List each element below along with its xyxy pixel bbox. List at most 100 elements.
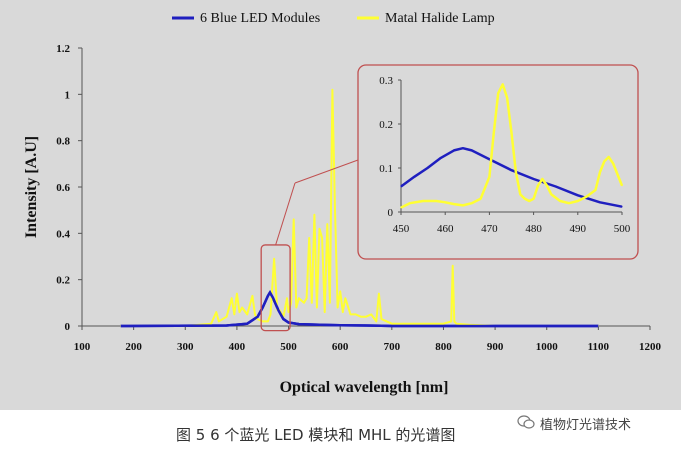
data-point: [329, 302, 331, 304]
inset-data-point: [409, 202, 411, 204]
inset-data-point: [413, 176, 415, 178]
inset-data-point: [621, 206, 623, 208]
data-point: [455, 323, 457, 325]
data-point: [290, 302, 292, 304]
inset-data-point: [603, 160, 605, 162]
data-point: [215, 311, 217, 313]
data-point: [267, 320, 269, 322]
data-point: [365, 316, 367, 318]
inset-y-tick-label: 0.2: [379, 119, 393, 131]
inset-data-point: [555, 185, 557, 188]
x-tick-label: 700: [384, 341, 401, 353]
inset-data-point: [471, 202, 473, 204]
inset-data-point: [608, 156, 610, 158]
data-point: [442, 323, 445, 325]
data-point: [238, 311, 241, 313]
inset-x-tick-label: 480: [525, 223, 542, 235]
data-point: [339, 290, 341, 292]
inset-data-point: [453, 149, 455, 151]
inset-data-point: [506, 97, 508, 99]
inset-data-point: [462, 147, 464, 149]
inset-data-point: [435, 200, 437, 202]
inset-data-point: [488, 158, 490, 160]
data-point: [225, 316, 228, 318]
inset-data-point: [533, 178, 535, 180]
inset-x-tick-label: 460: [437, 223, 454, 235]
data-point: [324, 311, 326, 313]
data-point: [286, 297, 288, 299]
data-point: [316, 306, 318, 309]
data-point: [326, 223, 328, 225]
data-point: [298, 297, 300, 299]
y-tick-label: 1: [65, 89, 71, 101]
y-tick-label: 0.8: [56, 136, 70, 148]
data-point: [349, 313, 352, 316]
inset-data-point: [594, 189, 597, 191]
inset-data-point: [537, 185, 539, 187]
chart-panel: 100 200 300 400 500 600 700 800 900 1000 1100 1200 0…: [0, 0, 681, 410]
data-point: [273, 258, 275, 260]
inset-data-point: [599, 201, 601, 203]
inset-data-point: [559, 200, 561, 202]
inset-y-tick-label: 0.3: [379, 75, 393, 87]
data-point: [269, 313, 272, 316]
data-point: [318, 228, 321, 230]
inset-data-point: [577, 194, 579, 196]
inset-x-tick-label: 470: [481, 223, 498, 235]
data-point: [417, 323, 419, 325]
data-point: [251, 295, 253, 297]
data-point: [236, 292, 238, 295]
inset-data-point: [524, 198, 526, 200]
inset-data-point: [621, 185, 623, 187]
watermark: [512, 413, 678, 431]
inset-data-point: [515, 171, 517, 173]
x-tick-label: 400: [229, 341, 246, 353]
series-line-blue-led: [120, 291, 599, 328]
data-point: [337, 306, 339, 309]
data-point: [287, 311, 290, 313]
data-point: [303, 302, 305, 304]
data-point: [262, 320, 264, 322]
chart-svg: 100 200 300 400 500 600 700 800 900 1000 1100 12000…: [23, 11, 662, 396]
data-point: [452, 265, 454, 267]
data-point: [375, 320, 377, 322]
inset-x-tick-label: 450: [393, 223, 410, 235]
data-point: [308, 237, 310, 239]
y-tick-label: 0.6: [56, 182, 70, 194]
data-point: [378, 292, 380, 295]
inset-data-point: [528, 200, 530, 202]
data-point: [355, 313, 357, 316]
x-tick-label: 1200: [639, 341, 662, 353]
connector-line-2: [294, 159, 359, 184]
x-tick-label: 200: [125, 341, 142, 353]
x-tick-label: 500: [280, 341, 297, 353]
y-tick-label: 0.2: [56, 275, 70, 287]
inset-data-point: [510, 132, 513, 134]
inset-data-point: [533, 198, 535, 200]
inset-y-tick-label: 0: [388, 207, 394, 219]
inset-data-point: [510, 169, 513, 171]
inset-data-point: [444, 201, 446, 203]
inset-data-point: [616, 174, 619, 176]
data-point: [306, 297, 308, 299]
data-point: [293, 218, 295, 221]
data-point: [246, 313, 248, 316]
data-point: [453, 320, 455, 322]
inset-data-point: [462, 204, 464, 206]
inset-data-point: [568, 202, 570, 204]
data-point: [241, 306, 243, 309]
inset-data-point: [400, 185, 402, 188]
data-point: [233, 313, 235, 316]
inset-data-point: [493, 132, 495, 134]
data-point: [344, 297, 346, 299]
data-point: [391, 323, 393, 325]
inset-data-point: [497, 92, 499, 94]
inset-data-point: [612, 163, 614, 165]
data-point: [342, 311, 344, 313]
data-point: [360, 316, 362, 318]
data-point: [210, 323, 212, 325]
data-point: [380, 318, 383, 320]
data-point: [295, 306, 297, 309]
y-tick-label: 1.2: [56, 43, 70, 55]
inset-data-point: [479, 198, 482, 200]
